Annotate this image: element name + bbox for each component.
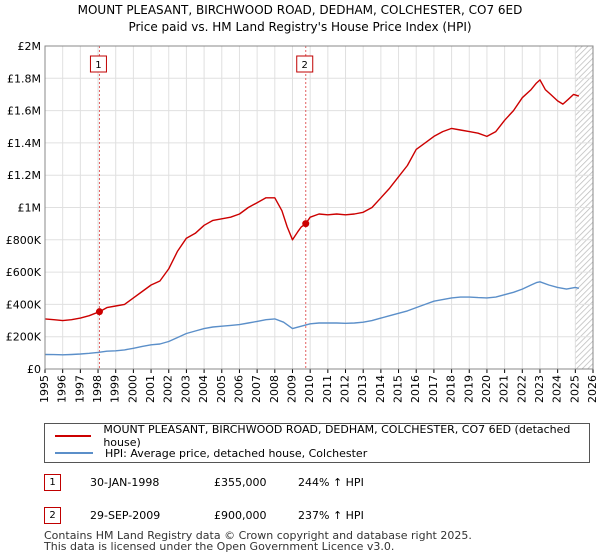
sale-hpi-change: 244% ↑ HPI bbox=[298, 476, 364, 489]
plot-border bbox=[44, 45, 594, 370]
x-tick-label: 1999 bbox=[109, 375, 122, 403]
y-tick-label: £400K bbox=[6, 298, 42, 311]
y-tick-label: £1.6M bbox=[7, 105, 41, 118]
legend-item-hpi: HPI: Average price, detached house, Colc… bbox=[55, 445, 367, 461]
y-tick-label: £1.8M bbox=[7, 72, 41, 85]
x-tick-label: 2016 bbox=[409, 375, 422, 403]
legend-item-property: MOUNT PLEASANT, BIRCHWOOD ROAD, DEDHAM, … bbox=[55, 423, 589, 449]
y-tick-label: £800K bbox=[6, 234, 42, 247]
footer-line-copyright: Contains HM Land Registry data © Crown c… bbox=[44, 529, 472, 542]
sale-label-box bbox=[89, 55, 107, 73]
sale-marker-box: 1 bbox=[44, 474, 61, 491]
x-tick-label: 2018 bbox=[445, 375, 458, 403]
sale-price: £355,000 bbox=[214, 476, 267, 489]
x-tick-label: 2014 bbox=[374, 375, 387, 403]
chart-title: MOUNT PLEASANT, BIRCHWOOD ROAD, DEDHAM, … bbox=[78, 3, 523, 17]
x-tick-label: 2010 bbox=[303, 375, 316, 403]
x-tick-label: 2011 bbox=[321, 375, 334, 403]
y-tick-label: £0 bbox=[27, 363, 41, 376]
x-tick-label: 2005 bbox=[215, 375, 228, 403]
x-tick-label: 2025 bbox=[568, 375, 581, 403]
legend-label-hpi: HPI: Average price, detached house, Colc… bbox=[105, 446, 368, 460]
y-tick-label: £1M bbox=[18, 202, 42, 215]
sale-row: 2 29-SEP-2009 £900,000 237% ↑ HPI bbox=[44, 507, 590, 527]
x-tick-label: 2019 bbox=[462, 375, 475, 403]
x-tick-label: 1997 bbox=[73, 375, 86, 403]
legend-swatch-blue bbox=[55, 452, 93, 454]
y-tick-label: £2M bbox=[18, 40, 42, 53]
legend-swatch-red bbox=[55, 435, 92, 437]
x-tick-label: 2001 bbox=[144, 375, 157, 403]
x-tick-label: 2020 bbox=[480, 375, 493, 403]
x-tick-label: 2021 bbox=[498, 375, 511, 403]
footer-line-licence: This data is licensed under the Open Gov… bbox=[44, 540, 395, 553]
x-tick-label: 2000 bbox=[126, 375, 139, 403]
price-chart: MOUNT PLEASANT, BIRCHWOOD ROAD, DEDHAM, … bbox=[6, 3, 599, 403]
sale-label-text: 1 bbox=[95, 60, 101, 71]
x-tick-label: 2026 bbox=[586, 375, 599, 403]
y-tick-label: £1.2M bbox=[7, 169, 41, 182]
sale-date: 30-JAN-1998 bbox=[90, 476, 160, 489]
sale-label-box bbox=[296, 55, 314, 73]
x-tick-label: 2013 bbox=[356, 375, 369, 403]
legend-label-property: MOUNT PLEASANT, BIRCHWOOD ROAD, DEDHAM, … bbox=[103, 423, 571, 449]
footer-attribution: Contains HM Land Registry data © Crown c… bbox=[44, 530, 472, 552]
x-tick-label: 2022 bbox=[515, 375, 528, 403]
x-tick-label: 1998 bbox=[91, 375, 104, 403]
sale-price: £900,000 bbox=[214, 509, 267, 522]
y-tick-label: £1.4M bbox=[7, 137, 41, 150]
x-tick-label: 2007 bbox=[250, 375, 263, 403]
x-tick-label: 2004 bbox=[197, 375, 210, 403]
chart-subtitle: Price paid vs. HM Land Registry's House … bbox=[128, 20, 471, 34]
x-tick-label: 2009 bbox=[285, 375, 298, 403]
x-tick-label: 2015 bbox=[392, 375, 405, 403]
series-line-property bbox=[44, 79, 580, 322]
x-tick-label: 2003 bbox=[179, 375, 192, 403]
y-tick-label: £600K bbox=[6, 266, 42, 279]
series-line-hpi bbox=[44, 281, 580, 356]
sale-point bbox=[302, 220, 310, 228]
x-tick-label: 2017 bbox=[427, 375, 440, 403]
sale-hpi-change: 237% ↑ HPI bbox=[298, 509, 364, 522]
sale-point bbox=[95, 308, 103, 316]
sale-marker-box: 2 bbox=[44, 507, 61, 524]
sale-row: 1 30-JAN-1998 £355,000 244% ↑ HPI bbox=[44, 474, 590, 494]
sale-date: 29-SEP-2009 bbox=[90, 509, 161, 522]
x-tick-label: 1995 bbox=[38, 375, 51, 403]
x-tick-label: 2012 bbox=[339, 375, 352, 403]
x-tick-label: 2008 bbox=[268, 375, 281, 403]
x-tick-label: 2023 bbox=[533, 375, 546, 403]
sale-label-text: 2 bbox=[302, 60, 308, 71]
x-tick-label: 2006 bbox=[232, 375, 245, 403]
x-tick-label: 2002 bbox=[162, 375, 175, 403]
x-tick-label: 2024 bbox=[551, 375, 564, 403]
x-tick-label: 1996 bbox=[56, 375, 69, 403]
chart-legend: MOUNT PLEASANT, BIRCHWOOD ROAD, DEDHAM, … bbox=[44, 423, 590, 463]
y-tick-label: £200K bbox=[6, 331, 42, 344]
